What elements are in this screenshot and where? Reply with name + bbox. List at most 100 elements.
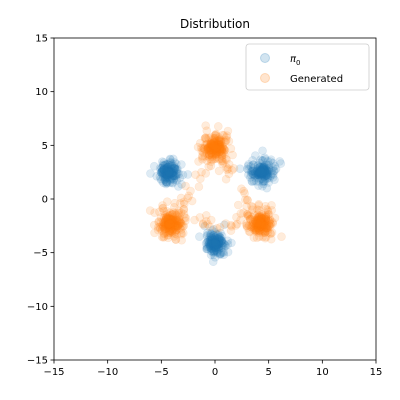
data-point-generated: [202, 126, 212, 135]
data-point-generated: [207, 141, 217, 150]
data-point-generated: [166, 220, 175, 229]
data-point-pi0: [210, 239, 219, 249]
data-point-generated: [212, 147, 222, 157]
data-point-generated: [164, 221, 174, 231]
data-point-pi0: [162, 166, 171, 176]
data-point-pi0: [164, 167, 174, 177]
data-point-generated: [231, 221, 241, 230]
data-point-pi0: [175, 173, 185, 183]
data-point-generated: [193, 142, 203, 152]
data-point-pi0: [166, 157, 175, 167]
data-point-generated: [170, 220, 180, 230]
data-point-pi0: [208, 234, 217, 243]
data-point-generated: [159, 232, 169, 241]
data-point-pi0: [212, 241, 221, 251]
data-point-pi0: [210, 238, 219, 248]
data-point-pi0: [248, 166, 258, 176]
data-point-generated: [256, 214, 265, 224]
data-point-pi0: [256, 170, 266, 179]
x-tick-label: −5: [154, 367, 169, 378]
data-point-pi0: [259, 166, 268, 175]
data-point-pi0: [159, 163, 169, 173]
data-point-pi0: [168, 171, 178, 181]
data-point-pi0: [207, 244, 217, 254]
data-point-generated: [171, 210, 181, 220]
data-point-generated: [164, 214, 173, 224]
data-point-generated: [163, 217, 173, 227]
data-point-generated: [260, 233, 270, 243]
data-point-generated: [160, 221, 170, 231]
data-point-generated: [217, 151, 227, 160]
data-point-pi0: [260, 162, 269, 172]
data-point-pi0: [210, 233, 220, 243]
data-point-pi0: [207, 246, 216, 256]
data-point-generated: [209, 142, 219, 151]
data-point-generated: [175, 218, 185, 227]
data-point-pi0: [206, 233, 216, 243]
data-point-pi0: [216, 249, 225, 259]
data-point-generated: [236, 209, 246, 218]
data-point-generated: [261, 223, 271, 233]
data-point-generated: [168, 210, 178, 219]
data-point-generated: [158, 201, 167, 210]
data-point-generated: [163, 224, 173, 234]
data-point-generated: [257, 221, 266, 231]
data-point-pi0: [214, 239, 224, 248]
data-point-generated: [177, 229, 186, 239]
data-point-generated: [212, 140, 222, 149]
data-point-generated: [167, 222, 176, 232]
data-point-pi0: [209, 247, 219, 256]
data-point-generated: [173, 210, 183, 220]
data-point-pi0: [168, 170, 178, 179]
data-point-pi0: [210, 240, 220, 250]
data-point-generated: [208, 144, 217, 154]
data-point-generated: [194, 157, 203, 166]
data-point-pi0: [216, 243, 226, 253]
data-point-pi0: [214, 244, 223, 253]
data-point-generated: [263, 223, 272, 233]
data-point-generated: [220, 146, 230, 155]
data-point-generated: [204, 141, 214, 151]
data-point-generated: [214, 135, 224, 145]
data-point-generated: [250, 219, 259, 229]
data-point-pi0: [200, 221, 210, 231]
data-point-generated: [157, 224, 167, 234]
data-point-pi0: [212, 244, 222, 254]
data-point-pi0: [165, 167, 174, 177]
data-point-pi0: [158, 165, 167, 175]
data-point-generated: [256, 220, 265, 229]
data-point-pi0: [208, 241, 218, 251]
data-point-pi0: [165, 167, 175, 176]
data-point-pi0: [162, 177, 172, 187]
data-point-pi0: [165, 168, 175, 178]
data-point-pi0: [206, 242, 215, 251]
data-point-pi0: [254, 170, 263, 180]
data-point-pi0: [164, 168, 174, 177]
data-point-pi0: [162, 167, 172, 176]
data-point-pi0: [159, 165, 169, 174]
data-point-generated: [175, 212, 185, 221]
data-point-pi0: [211, 239, 221, 249]
data-point-pi0: [208, 238, 217, 247]
data-point-generated: [206, 139, 216, 149]
data-point-pi0: [167, 174, 177, 183]
data-point-generated: [204, 152, 213, 161]
data-point-pi0: [261, 163, 271, 173]
data-point-pi0: [212, 235, 222, 245]
data-point-pi0: [259, 164, 269, 173]
data-point-generated: [263, 205, 272, 215]
data-point-pi0: [217, 236, 226, 245]
data-point-generated: [262, 223, 272, 233]
data-point-generated: [252, 224, 262, 233]
data-point-pi0: [247, 166, 256, 176]
data-point-generated: [163, 213, 173, 222]
data-point-generated: [204, 145, 214, 155]
data-point-generated: [165, 214, 175, 224]
data-point-generated: [260, 217, 269, 227]
data-point-generated: [165, 219, 175, 229]
data-point-generated: [216, 137, 226, 147]
data-point-pi0: [254, 177, 264, 186]
data-point-generated: [211, 142, 220, 151]
data-point-pi0: [217, 231, 227, 241]
data-point-pi0: [257, 168, 266, 178]
